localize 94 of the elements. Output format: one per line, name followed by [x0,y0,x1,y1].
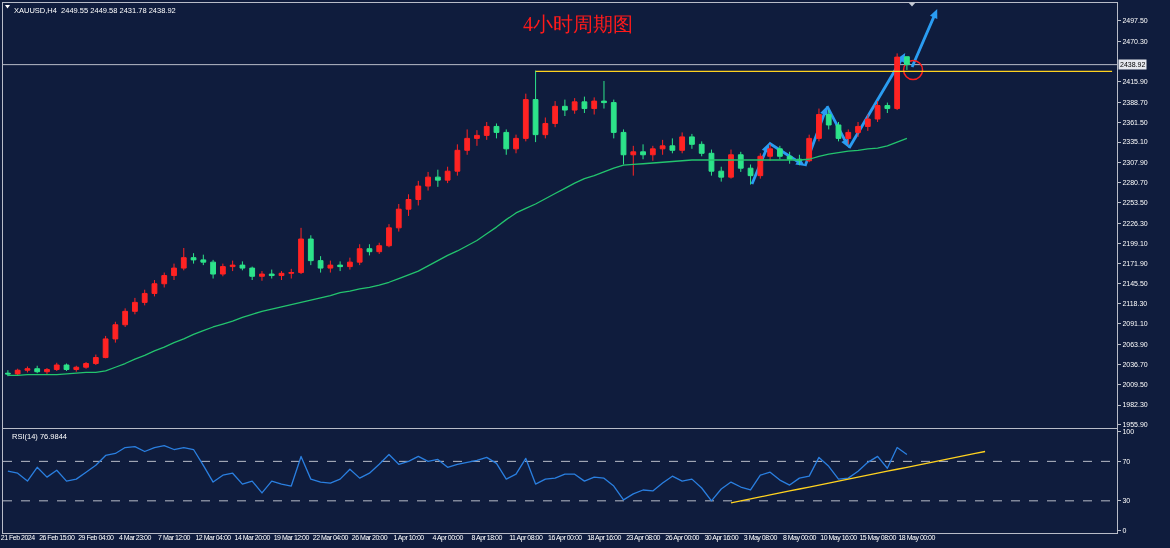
candlestick [83,361,89,370]
candlestick [356,243,363,266]
candlestick [904,56,910,71]
candlestick [689,133,695,150]
candlestick [141,289,148,306]
candlestick [395,203,402,233]
candlestick [513,134,519,154]
candlestick [4,369,11,377]
candlestick [161,272,168,288]
candlestick [219,263,226,277]
candlestick [24,366,31,373]
candlestick [483,121,490,141]
candlestick [102,335,109,359]
candlestick [894,52,901,111]
candlestick [92,354,99,366]
candlestick [347,257,353,271]
candlestick [561,99,568,117]
candlestick [34,365,41,374]
candlestick [503,128,510,156]
candlestick [640,143,646,160]
text: 4小时周期图 [523,13,633,35]
candlestick [474,129,480,147]
candlestick [581,96,588,114]
candlestick [171,263,177,281]
candlestick [229,260,236,272]
candlestick [210,259,216,280]
candlestick [747,163,754,186]
candlestick [112,321,119,344]
candlestick [649,145,656,162]
candlestick [825,109,832,130]
candlestick [776,145,783,160]
candlestick [44,367,50,376]
candlestick [317,255,324,274]
candlestick [73,365,80,373]
line-series [730,450,986,504]
candlestick [601,80,607,110]
candlestick [180,247,187,271]
candlestick [542,117,549,139]
candlestick [366,243,373,256]
candlestick [698,140,705,157]
candlestick [278,270,285,281]
candlestick [728,149,734,180]
candlestick [816,108,822,142]
candlestick [464,128,471,156]
candlestick [53,362,60,372]
candlestick [122,307,129,328]
candlestick [864,114,871,132]
candlestick [239,260,246,271]
candlestick [327,260,334,274]
candlestick [259,270,265,282]
candlestick [14,368,21,376]
candlestick [845,128,852,145]
candlestick [268,269,275,280]
candlestick [337,260,344,272]
candlestick [132,297,138,315]
candlestick [63,363,70,372]
candlestick [591,96,598,116]
candlestick [659,139,666,156]
candlestick [620,128,627,165]
candlestick [405,193,412,217]
candlestick [757,152,764,180]
candlestick [806,134,813,163]
candlestick [835,121,842,142]
candlestick [884,102,891,114]
candlestick [454,143,461,177]
candlestick [444,166,451,184]
candlestick [493,122,500,139]
candlestick [200,254,207,266]
candlestick [669,137,676,154]
candlestick [708,149,715,177]
candlestick [552,100,559,128]
candlestick [386,223,392,248]
candlestick [610,99,617,139]
candlestick [767,143,773,162]
line-series [7,137,908,377]
candlestick [571,97,578,115]
candlestick [630,145,637,177]
line-series [7,444,908,502]
candlestick [415,180,422,206]
candlestick [855,121,861,138]
candlestick [249,266,256,281]
candlestick [718,166,725,183]
candlestick [874,100,881,123]
candlestick [522,93,529,142]
candlestick [679,131,686,154]
candlestick [190,252,197,265]
candlestick [288,268,295,280]
candlestick [151,279,158,297]
candlestick [307,234,314,266]
candlestick [425,171,431,192]
candlestick [376,242,383,255]
candlestick [298,227,304,275]
candlestick [434,169,441,188]
candlestick [532,70,539,143]
